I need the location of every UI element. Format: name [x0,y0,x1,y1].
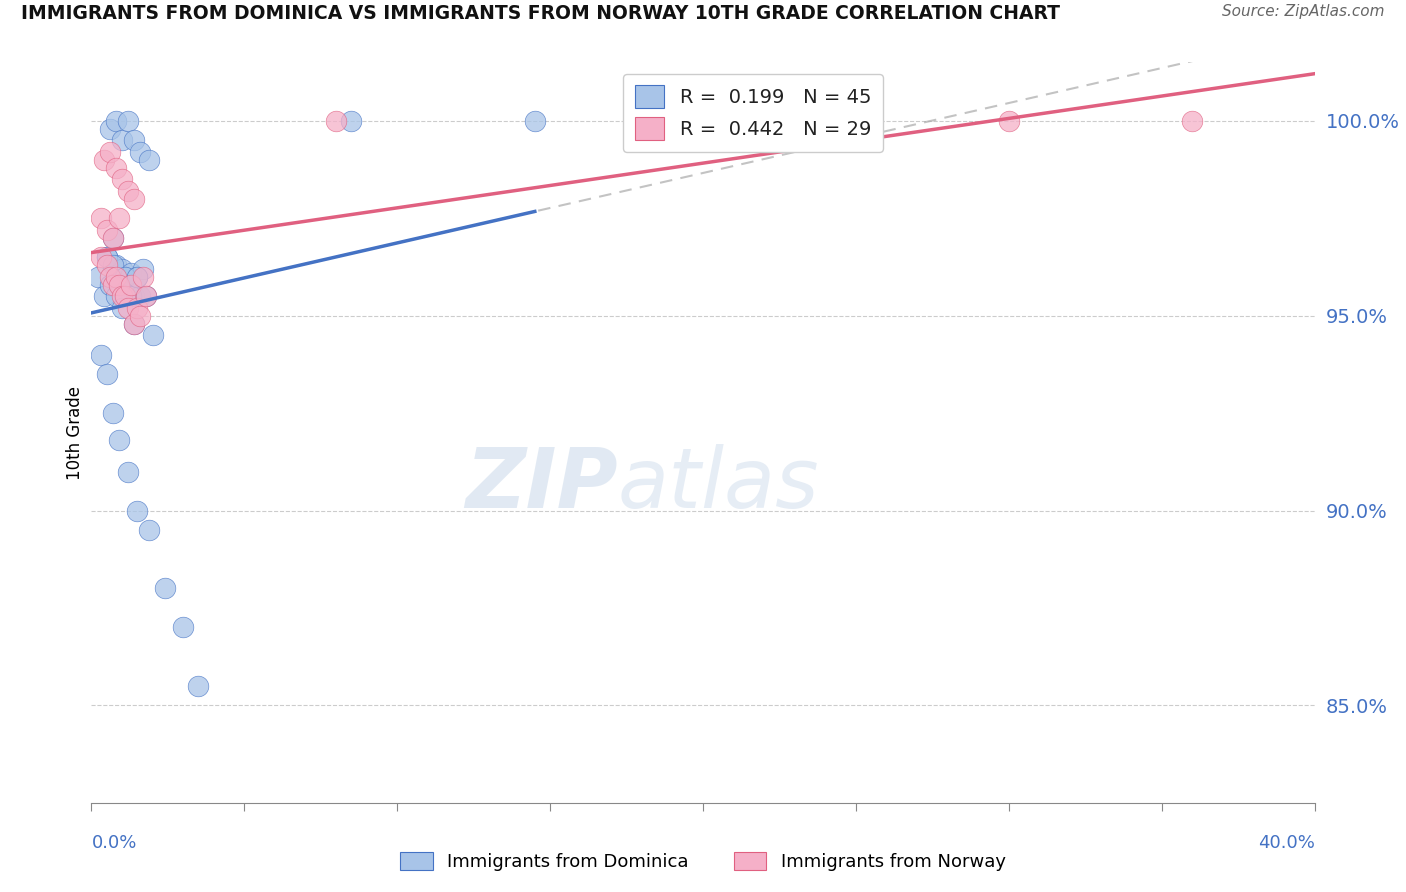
Point [114,269,136,284]
Text: 0.0%: 0.0% [91,834,136,852]
Point [104,258,127,272]
Point [187,679,209,693]
Point [127,269,149,284]
Point [127,269,149,284]
Point [127,301,149,315]
Point [122,317,145,331]
Text: IMMIGRANTS FROM DOMINICA VS IMMIGRANTS FROM NORWAY 10TH GRADE CORRELATION CHART: IMMIGRANTS FROM DOMINICA VS IMMIGRANTS F… [21,4,1060,23]
Point [122,289,145,303]
Point [108,434,131,448]
Point [114,289,136,303]
Point [101,277,124,292]
Point [132,269,155,284]
Point [998,114,1021,128]
Point [135,289,157,303]
Point [108,211,131,226]
Point [90,211,112,226]
Point [138,153,160,167]
Point [523,114,546,128]
Point [117,184,139,198]
Legend: Immigrants from Dominica, Immigrants from Norway: Immigrants from Dominica, Immigrants fro… [394,845,1012,879]
Point [172,620,194,634]
Point [96,250,118,264]
Point [117,301,139,315]
Point [96,258,118,272]
Text: Source: ZipAtlas.com: Source: ZipAtlas.com [1222,4,1385,20]
Point [127,503,149,517]
Point [108,277,131,292]
Point [153,582,176,596]
Point [101,231,124,245]
Point [104,114,127,128]
Point [117,277,139,292]
Point [111,133,134,147]
Point [93,289,115,303]
Point [120,289,142,303]
Point [111,289,134,303]
Point [101,231,124,245]
Point [138,523,160,537]
Point [90,250,112,264]
Point [1181,114,1204,128]
Point [96,250,118,264]
Point [122,133,145,147]
Point [98,269,121,284]
Point [98,277,121,292]
Point [104,289,127,303]
Point [754,114,776,128]
Point [129,309,152,323]
Point [96,367,118,381]
Text: 40.0%: 40.0% [1258,834,1315,852]
Point [132,262,155,277]
Point [340,114,363,128]
Text: atlas: atlas [617,444,820,525]
Point [129,145,152,159]
Point [98,145,121,159]
Y-axis label: 10th Grade: 10th Grade [66,385,84,480]
Point [122,192,145,206]
Point [98,121,121,136]
Point [111,262,134,277]
Legend: R =  0.199   N = 45, R =  0.442   N = 29: R = 0.199 N = 45, R = 0.442 N = 29 [623,74,883,152]
Point [96,223,118,237]
Point [101,406,124,420]
Point [114,269,136,284]
Point [90,348,112,362]
Point [325,114,347,128]
Point [86,269,108,284]
Point [135,289,157,303]
Point [141,328,163,343]
Text: ZIP: ZIP [465,444,617,525]
Point [117,114,139,128]
Point [111,301,134,315]
Point [120,277,142,292]
Point [117,465,139,479]
Point [93,153,115,167]
Point [129,289,152,303]
Point [122,317,145,331]
Point [108,277,131,292]
Point [104,269,127,284]
Point [111,172,134,186]
Point [108,269,131,284]
Point [101,258,124,272]
Point [104,161,127,175]
Point [120,266,142,280]
